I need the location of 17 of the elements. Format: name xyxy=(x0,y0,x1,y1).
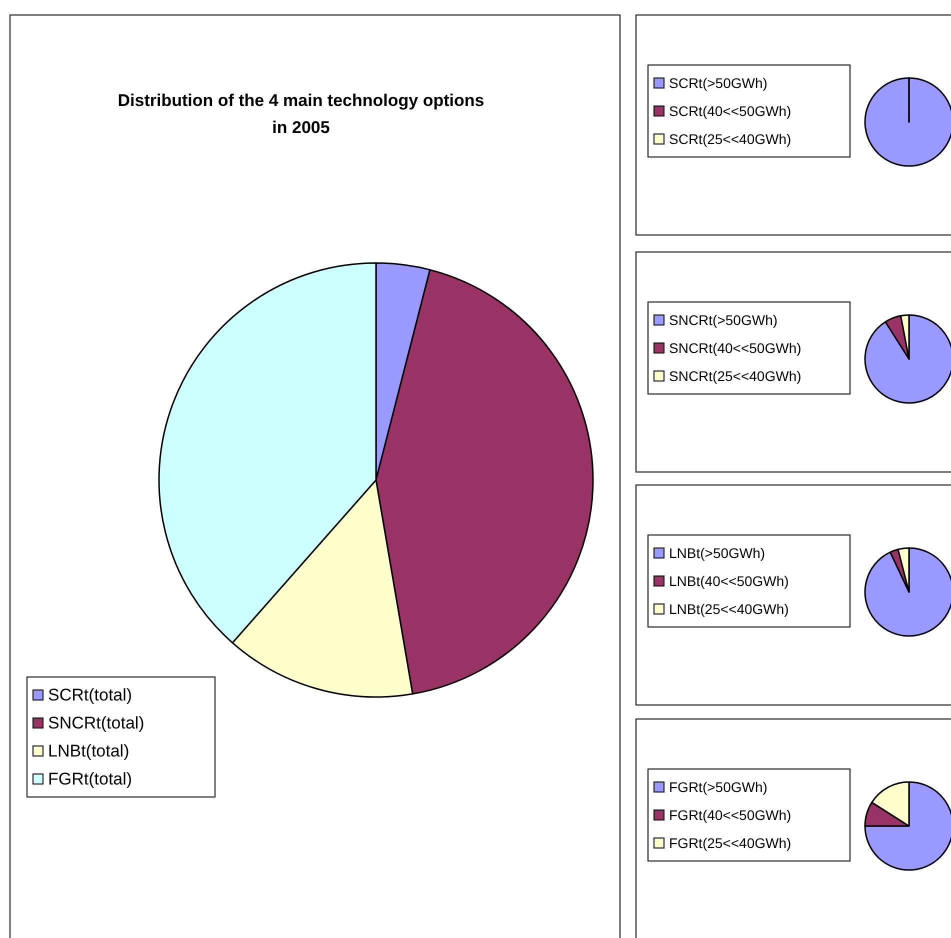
legend-label: LNBt(>50GWh) xyxy=(669,545,766,561)
legend-label: SNCRt(total) xyxy=(48,714,144,732)
legend-label: SNCRt(40<<50GWh) xyxy=(669,340,802,356)
legend-label: FGRt(>50GWh) xyxy=(669,779,768,795)
legend-label: SCRt(25<<40GWh) xyxy=(669,131,792,147)
legend-label: SNCRt(25<<40GWh) xyxy=(669,368,802,384)
legend-label: SCRt(40<<50GWh) xyxy=(669,103,792,119)
chart-title: Distribution of the 4 main technology options in 2005 xyxy=(118,91,484,137)
legend-label: SCRt(>50GWh) xyxy=(669,75,768,91)
legend-label: FGRt(40<<50GWh) xyxy=(669,807,792,823)
legend-label: FGRt(total) xyxy=(48,770,132,788)
legend-label: FGRt(25<<40GWh) xyxy=(669,835,792,851)
legend-label: LNBt(total) xyxy=(48,742,130,760)
legend-label: SCRt(total) xyxy=(48,686,132,704)
legend-label: LNBt(25<<40GWh) xyxy=(669,601,789,617)
legend-label: SNCRt(>50GWh) xyxy=(669,312,778,328)
legend-label: LNBt(40<<50GWh) xyxy=(669,573,789,589)
